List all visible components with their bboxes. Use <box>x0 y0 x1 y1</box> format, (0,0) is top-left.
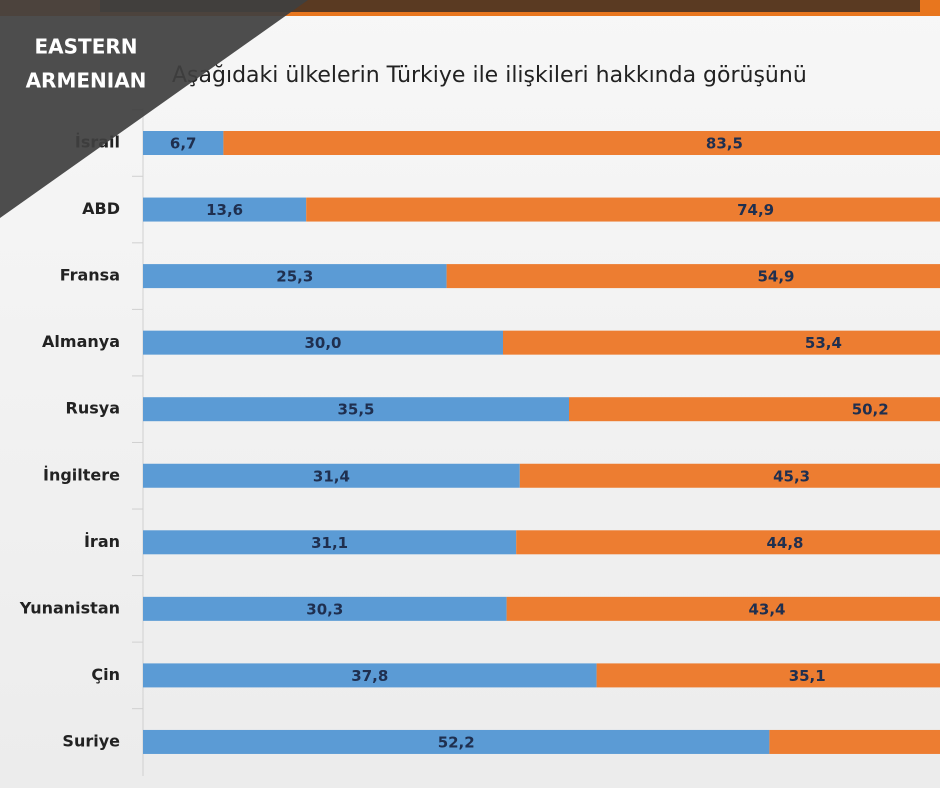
bar-segment <box>143 397 569 422</box>
bar-segment <box>596 663 940 688</box>
category-label: İran <box>84 532 120 551</box>
category-label: İngiltere <box>43 465 120 484</box>
value-label: 52,2 <box>438 733 475 751</box>
overlay-label: ARMENIAN <box>26 69 147 93</box>
bar-segment <box>223 131 940 155</box>
bar-segment <box>516 530 940 555</box>
value-label: 43,4 <box>748 600 785 618</box>
bar-segment <box>143 330 503 355</box>
value-label: 6,7 <box>170 135 197 153</box>
bar-segment <box>143 264 447 289</box>
category-label: Suriye <box>62 731 120 750</box>
value-label: 50,2 <box>852 401 889 419</box>
category-label: Rusya <box>66 399 120 418</box>
value-label: 25,3 <box>276 268 313 286</box>
value-label: 31,4 <box>313 467 350 485</box>
category-label: Almanya <box>42 332 120 351</box>
category-label: Yunanistan <box>19 598 120 617</box>
bar-segment <box>143 729 770 754</box>
bar-segment <box>143 131 224 155</box>
bar-segment <box>519 463 940 488</box>
bar-segment <box>143 663 597 688</box>
chart-title: Aşağıdaki ülkelerin Türkiye ile ilişkile… <box>172 63 807 88</box>
value-label: 30,3 <box>306 600 343 618</box>
value-label: 83,5 <box>706 135 743 153</box>
overlay-triangle <box>0 0 308 218</box>
overlay-label: EASTERN <box>35 35 138 59</box>
bar-segment <box>506 596 940 621</box>
category-label: ABD <box>82 199 120 218</box>
category-label: Çin <box>91 665 120 684</box>
bar-segment <box>143 596 507 621</box>
value-label: 37,8 <box>351 667 388 685</box>
bar-segment <box>503 330 940 355</box>
bar-segment <box>143 530 517 555</box>
value-label: 44,8 <box>766 534 803 552</box>
category-label: Fransa <box>60 266 120 285</box>
bar-segment <box>446 264 940 289</box>
bar-segment <box>569 397 940 422</box>
bar-segment <box>143 197 307 222</box>
value-label: 54,9 <box>757 268 794 286</box>
value-label: 31,1 <box>311 534 348 552</box>
value-label: 35,1 <box>789 667 826 685</box>
bar-segment-cropped <box>769 729 940 754</box>
top-banner-inner <box>100 0 920 12</box>
bar-segment <box>143 463 520 488</box>
value-label: 13,6 <box>206 201 243 219</box>
value-label: 30,0 <box>304 334 341 352</box>
plot: İsrail6,783,5ABD13,674,9Fransa25,354,9Al… <box>19 108 940 776</box>
value-label: 45,3 <box>773 467 810 485</box>
value-label: 35,5 <box>337 401 374 419</box>
value-label: 53,4 <box>805 334 842 352</box>
value-label: 74,9 <box>737 201 774 219</box>
bar-segment <box>306 197 940 222</box>
